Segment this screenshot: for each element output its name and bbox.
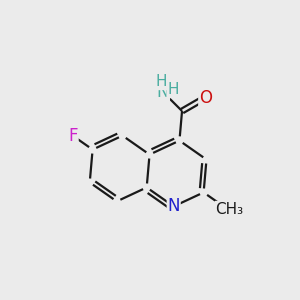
Text: CH₃: CH₃ — [215, 202, 244, 217]
Text: H: H — [155, 74, 167, 89]
Text: O: O — [199, 88, 212, 106]
Text: N: N — [157, 83, 169, 101]
Text: F: F — [68, 127, 78, 145]
Text: N: N — [167, 197, 180, 215]
Text: H: H — [167, 82, 179, 98]
